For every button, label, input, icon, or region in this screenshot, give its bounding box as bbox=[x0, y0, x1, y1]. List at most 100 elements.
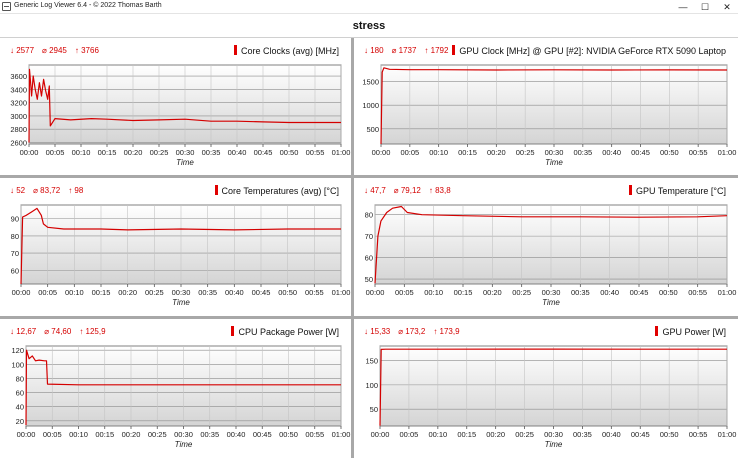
y-tick-label: 100 bbox=[11, 360, 24, 369]
gpu-clock-title: GPU Clock [MHz] @ GPU [#2]: NVIDIA GeFor… bbox=[452, 45, 726, 56]
chart-title: GPU Temperature [°C] bbox=[636, 186, 726, 196]
x-tick-label: 00:10 bbox=[424, 288, 443, 297]
series-line bbox=[374, 205, 728, 284]
x-axis-label: Time bbox=[172, 298, 190, 307]
stat-min: ↓ 47,7 bbox=[364, 186, 386, 195]
stat-min: ↓ 15,33 bbox=[364, 327, 391, 336]
x-tick-label: 00:50 bbox=[660, 430, 679, 439]
x-tick-label: 01:00 bbox=[718, 430, 737, 439]
x-tick-label: 00:55 bbox=[305, 430, 324, 439]
x-tick-label: 00:25 bbox=[516, 148, 535, 157]
y-tick-label: 50 bbox=[365, 275, 373, 284]
x-tick-label: 00:35 bbox=[573, 430, 592, 439]
x-axis-label: Time bbox=[176, 158, 194, 167]
x-tick-label: 00:50 bbox=[280, 148, 299, 157]
stat-avg: ⌀ 173,2 bbox=[398, 327, 426, 336]
x-tick-label: 01:00 bbox=[332, 288, 351, 297]
x-tick-label: 00:45 bbox=[630, 288, 649, 297]
x-tick-label: 00:35 bbox=[200, 430, 219, 439]
series-line bbox=[20, 207, 341, 285]
y-tick-label: 60 bbox=[11, 266, 19, 275]
x-tick-label: 00:40 bbox=[225, 288, 244, 297]
x-tick-label: 00:30 bbox=[544, 430, 563, 439]
y-tick-label: 70 bbox=[365, 232, 373, 241]
x-tick-label: 00:00 bbox=[371, 430, 390, 439]
vertical-divider[interactable] bbox=[351, 38, 354, 458]
horizontal-divider-1[interactable] bbox=[0, 175, 738, 178]
stat-min: ↓ 12,67 bbox=[10, 327, 37, 336]
chart-title: GPU Clock [MHz] @ GPU [#2]: NVIDIA GeFor… bbox=[459, 46, 726, 56]
gpu-clock-panel: ↓ 180 ⌀ 1737 ↑ 1792 GPU Clock [MHz] @ GPU [… bbox=[354, 38, 738, 175]
x-tick-label: 00:00 bbox=[20, 148, 39, 157]
x-tick-label: 00:00 bbox=[12, 288, 31, 297]
y-tick-label: 20 bbox=[16, 417, 24, 426]
x-tick-label: 01:00 bbox=[718, 288, 737, 297]
x-tick-label: 00:00 bbox=[17, 430, 36, 439]
y-tick-label: 40 bbox=[16, 403, 24, 412]
x-tick-label: 00:25 bbox=[150, 148, 169, 157]
y-tick-label: 60 bbox=[365, 254, 373, 263]
minimize-button[interactable]: — bbox=[678, 2, 688, 12]
gpu-temperature-panel: ↓ 47,7 ⌀ 79,12 ↑ 83,8 GPU Temperature [°C] 5… bbox=[354, 178, 738, 316]
x-tick-label: 00:05 bbox=[400, 430, 419, 439]
stat-min: ↓ 2577 bbox=[10, 46, 35, 55]
y-tick-label: 80 bbox=[11, 232, 19, 241]
chart-title: CPU Package Power [W] bbox=[238, 327, 339, 337]
x-tick-label: 00:30 bbox=[542, 288, 561, 297]
core-clocks-stats: ↓ 2577 ⌀ 2945 ↑ 3766 bbox=[10, 46, 107, 55]
x-tick-label: 00:40 bbox=[602, 148, 621, 157]
x-tick-label: 00:55 bbox=[689, 148, 708, 157]
x-tick-label: 00:45 bbox=[631, 430, 650, 439]
stat-avg: ⌀ 1737 bbox=[391, 46, 417, 55]
gpu-clock-chart[interactable]: 500 1000 1500 00:00 00:05 00:10 00:15 00:20 00:2… bbox=[354, 38, 738, 175]
close-button[interactable]: ✕ bbox=[723, 2, 731, 12]
x-tick-label: 00:25 bbox=[148, 430, 167, 439]
cpu-package-power-chart[interactable]: 20 40 60 80 100 120 00:00 00:05 00:10 00:15 00:20 0… bbox=[0, 319, 351, 458]
stat-max: ↑ 125,9 bbox=[79, 327, 106, 336]
stat-avg: ⌀ 2945 bbox=[42, 46, 67, 55]
x-tick-label: 00:05 bbox=[395, 288, 414, 297]
series-line bbox=[380, 67, 728, 145]
chart-title: GPU Power [W] bbox=[662, 327, 726, 337]
x-tick-label: 00:40 bbox=[602, 430, 621, 439]
x-tick-label: 00:50 bbox=[659, 288, 678, 297]
gpu-temperature-title: GPU Temperature [°C] bbox=[629, 185, 726, 196]
y-tick-label: 120 bbox=[11, 346, 24, 355]
x-tick-label: 00:30 bbox=[174, 430, 193, 439]
x-tick-label: 00:40 bbox=[227, 430, 246, 439]
gpu-temperature-chart[interactable]: 50 60 70 80 00:00 00:05 00:10 00:15 00:20 00:25 00… bbox=[354, 178, 738, 316]
core-temperatures-panel: ↓ 52 ⌀ 83,72 ↑ 98 Core Temperatures (avg) [… bbox=[0, 178, 351, 316]
x-tick-label: 00:50 bbox=[279, 430, 298, 439]
core-clocks-chart[interactable]: 2600 2800 3000 3200 3400 3600 00:00 00:05 00:10 0… bbox=[0, 38, 351, 175]
legend-swatch bbox=[629, 185, 633, 195]
maximize-button[interactable]: ☐ bbox=[700, 2, 710, 12]
x-tick-label: 00:20 bbox=[486, 430, 505, 439]
y-tick-label: 2800 bbox=[10, 125, 27, 134]
x-tick-label: 00:10 bbox=[72, 148, 91, 157]
y-tick-label: 2600 bbox=[10, 138, 27, 147]
core-temperatures-chart[interactable]: 60 70 80 90 00:00 00:05 00:10 00:15 00:20 00:25 00… bbox=[0, 178, 351, 316]
y-tick-label: 3400 bbox=[10, 85, 27, 94]
stat-max: ↑ 83,8 bbox=[428, 186, 451, 195]
y-tick-label: 500 bbox=[366, 125, 379, 134]
x-tick-label: 00:45 bbox=[254, 148, 273, 157]
stat-avg: ⌀ 74,60 bbox=[44, 327, 72, 336]
x-tick-label: 00:15 bbox=[458, 148, 477, 157]
x-tick-label: 00:35 bbox=[573, 148, 592, 157]
app-icon bbox=[2, 2, 11, 11]
x-tick-label: 00:20 bbox=[487, 148, 506, 157]
x-tick-label: 00:35 bbox=[198, 288, 217, 297]
chart-title: Core Clocks (avg) [MHz] bbox=[240, 46, 339, 56]
stat-max: ↑ 3766 bbox=[74, 46, 99, 55]
x-axis-label: Time bbox=[542, 298, 560, 307]
y-tick-label: 3000 bbox=[10, 112, 27, 121]
gpu-power-chart[interactable]: 50 100 150 00:00 00:05 00:10 00:15 00:20 00:25 00… bbox=[354, 319, 738, 458]
x-tick-label: 00:55 bbox=[306, 148, 325, 157]
horizontal-divider-2[interactable] bbox=[0, 316, 738, 319]
x-tick-label: 00:20 bbox=[118, 288, 137, 297]
window-title: Generic Log Viewer 6.4 - © 2022 Thomas B… bbox=[14, 2, 162, 9]
x-tick-label: 01:00 bbox=[332, 148, 351, 157]
stat-max: ↑ 173,9 bbox=[433, 327, 460, 336]
x-tick-label: 00:55 bbox=[305, 288, 324, 297]
gpu-power-title: GPU Power [W] bbox=[655, 326, 726, 337]
